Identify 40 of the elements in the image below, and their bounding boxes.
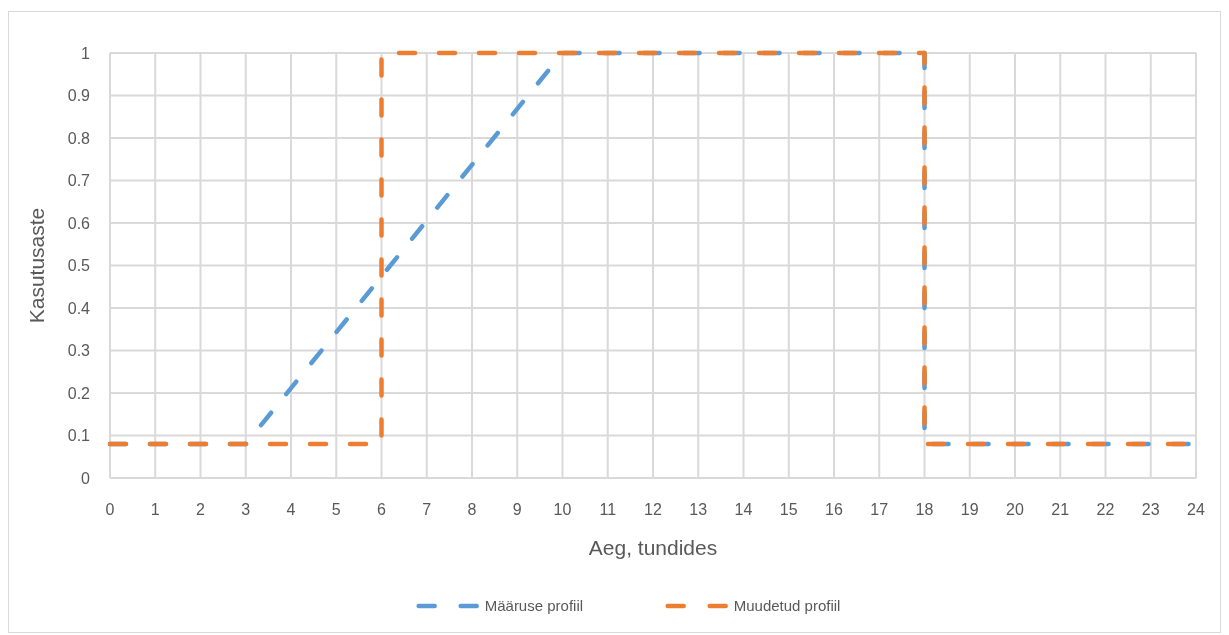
- x-tick-label: 16: [825, 500, 843, 518]
- x-tick-label: 9: [512, 500, 522, 518]
- y-tick-label: 0.3: [67, 342, 91, 360]
- y-tick-label: 0.1: [67, 427, 91, 445]
- x-tick-label: 6: [377, 500, 387, 518]
- x-tick-label: 3: [241, 500, 251, 518]
- x-tick-label: 1: [150, 500, 160, 518]
- x-tick-label: 11: [599, 500, 617, 518]
- x-tick-label: 23: [1141, 500, 1160, 518]
- y-tick-label: 0.2: [67, 384, 91, 402]
- y-axis-title: Kasutusaste: [25, 207, 49, 324]
- legend-label: Määruse profiil: [484, 597, 584, 615]
- x-tick-label: 15: [779, 500, 798, 518]
- x-tick-label: 24: [1187, 500, 1205, 518]
- x-tick-label: 20: [1006, 500, 1024, 518]
- y-tick-label: 0.7: [67, 172, 91, 190]
- y-tick-label: 0.6: [67, 214, 91, 232]
- x-tick-label: 12: [644, 500, 662, 518]
- y-tick-label: 0.4: [67, 299, 91, 317]
- y-tick-label: 1: [81, 44, 91, 62]
- legend-label: Muudetud profiil: [733, 597, 841, 615]
- x-tick-label: 8: [467, 500, 477, 518]
- x-tick-label: 0: [105, 500, 115, 518]
- y-tick-label: 0.5: [67, 257, 91, 275]
- x-tick-label: 17: [870, 500, 889, 518]
- x-axis-title: Aeg, tundides: [588, 536, 718, 560]
- x-tick-label: 18: [915, 500, 934, 518]
- x-tick-label: 19: [960, 500, 979, 518]
- x-tick-label: 5: [331, 500, 341, 518]
- x-tick-label: 22: [1096, 500, 1115, 518]
- x-tick-label: 14: [734, 500, 753, 518]
- x-tick-label: 4: [286, 500, 296, 518]
- y-tick-label: 0.8: [67, 129, 91, 147]
- x-tick-label: 7: [422, 500, 432, 518]
- x-tick-label: 13: [689, 500, 708, 518]
- x-tick-label: 2: [196, 500, 206, 518]
- y-tick-label: 0: [81, 469, 91, 487]
- y-tick-label: 0.9: [67, 87, 91, 105]
- x-tick-label: 10: [553, 500, 572, 518]
- x-tick-label: 21: [1051, 500, 1070, 518]
